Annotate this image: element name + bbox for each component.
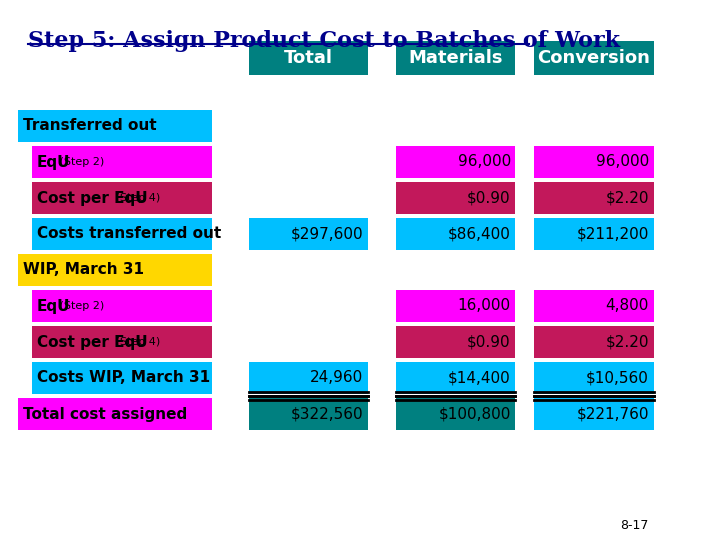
Text: Total cost assigned: Total cost assigned xyxy=(23,407,187,422)
FancyBboxPatch shape xyxy=(396,362,516,394)
Text: $10,560: $10,560 xyxy=(586,370,649,386)
Text: Transferred out: Transferred out xyxy=(23,118,157,133)
Text: Cost per EqU: Cost per EqU xyxy=(37,334,148,349)
Text: $297,600: $297,600 xyxy=(291,226,364,241)
Text: $2.20: $2.20 xyxy=(606,334,649,349)
Text: $211,200: $211,200 xyxy=(577,226,649,241)
FancyBboxPatch shape xyxy=(32,326,212,358)
Text: (Step 4): (Step 4) xyxy=(112,337,160,347)
Text: Total: Total xyxy=(284,49,333,67)
Text: $100,800: $100,800 xyxy=(438,407,511,422)
FancyBboxPatch shape xyxy=(32,182,212,214)
Text: 16,000: 16,000 xyxy=(458,299,511,314)
FancyBboxPatch shape xyxy=(396,146,516,178)
Text: WIP, March 31: WIP, March 31 xyxy=(23,262,144,278)
FancyBboxPatch shape xyxy=(396,326,516,358)
Text: $0.90: $0.90 xyxy=(467,334,511,349)
Text: EqU: EqU xyxy=(37,154,71,170)
Text: 96,000: 96,000 xyxy=(458,154,511,170)
Text: Costs transferred out: Costs transferred out xyxy=(37,226,221,241)
Text: $0.90: $0.90 xyxy=(467,191,511,206)
FancyBboxPatch shape xyxy=(19,110,212,142)
FancyBboxPatch shape xyxy=(534,290,654,322)
FancyBboxPatch shape xyxy=(32,146,212,178)
Text: (Step 4): (Step 4) xyxy=(112,193,160,203)
FancyBboxPatch shape xyxy=(534,41,654,75)
FancyBboxPatch shape xyxy=(396,218,516,250)
Text: $221,760: $221,760 xyxy=(577,407,649,422)
Text: $86,400: $86,400 xyxy=(448,226,511,241)
FancyBboxPatch shape xyxy=(396,182,516,214)
Text: Materials: Materials xyxy=(408,49,503,67)
FancyBboxPatch shape xyxy=(534,146,654,178)
FancyBboxPatch shape xyxy=(396,41,516,75)
Text: $322,560: $322,560 xyxy=(291,407,364,422)
FancyBboxPatch shape xyxy=(248,362,368,394)
Text: Conversion: Conversion xyxy=(537,49,650,67)
Text: Cost per EqU: Cost per EqU xyxy=(37,191,148,206)
FancyBboxPatch shape xyxy=(534,326,654,358)
FancyBboxPatch shape xyxy=(19,398,212,430)
FancyBboxPatch shape xyxy=(32,218,212,250)
FancyBboxPatch shape xyxy=(534,218,654,250)
Text: Step 5: Assign Product Cost to Batches of Work: Step 5: Assign Product Cost to Batches o… xyxy=(27,30,620,52)
Text: Costs WIP, March 31: Costs WIP, March 31 xyxy=(37,370,210,386)
FancyBboxPatch shape xyxy=(32,290,212,322)
Text: (Step 2): (Step 2) xyxy=(55,301,104,311)
Text: 96,000: 96,000 xyxy=(595,154,649,170)
Text: (Step 2): (Step 2) xyxy=(55,157,104,167)
FancyBboxPatch shape xyxy=(534,398,654,430)
Text: EqU: EqU xyxy=(37,299,71,314)
FancyBboxPatch shape xyxy=(248,41,368,75)
FancyBboxPatch shape xyxy=(248,398,368,430)
Text: 4,800: 4,800 xyxy=(606,299,649,314)
Text: $14,400: $14,400 xyxy=(448,370,511,386)
Text: $2.20: $2.20 xyxy=(606,191,649,206)
Text: 24,960: 24,960 xyxy=(310,370,364,386)
FancyBboxPatch shape xyxy=(32,362,212,394)
FancyBboxPatch shape xyxy=(248,218,368,250)
FancyBboxPatch shape xyxy=(534,182,654,214)
FancyBboxPatch shape xyxy=(19,254,212,286)
Text: 8-17: 8-17 xyxy=(621,519,649,532)
FancyBboxPatch shape xyxy=(396,290,516,322)
FancyBboxPatch shape xyxy=(534,362,654,394)
FancyBboxPatch shape xyxy=(396,398,516,430)
